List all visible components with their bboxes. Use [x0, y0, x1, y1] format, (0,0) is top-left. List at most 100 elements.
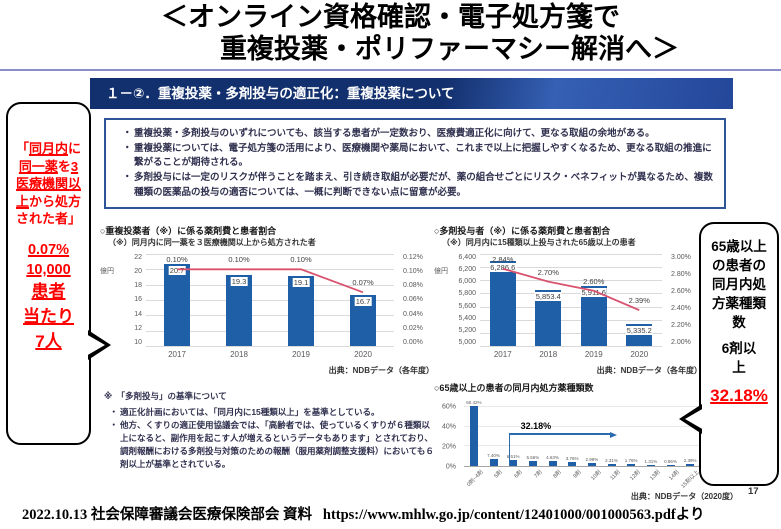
footer-url[interactable]: https://www.mhlw.go.jp/content/12401000/… [322, 507, 676, 523]
bar-value-label: 6.51% [506, 453, 520, 459]
x-tick: 9剤 [572, 469, 583, 480]
bar-value-label: 60.42% [466, 400, 482, 406]
notes-list: 適正化計画においては、「同月内に15種類以上」を基準としている。 他方、くすりの… [104, 406, 436, 472]
quote-text: から処方された者」 [15, 193, 82, 227]
bar [489, 458, 498, 466]
slide-header: １－②．重複投薬・多剤投与の適正化：重複投薬について [90, 78, 733, 109]
bar-value-label: 16.7 [354, 296, 372, 306]
callout-tail-fill [86, 334, 105, 356]
y-tick-left: 22 [134, 254, 142, 261]
note-item: 適正化計画においては、「同月内に15種類以上」を基準としている。 [118, 406, 436, 419]
y-tick-right: 2.00% [671, 339, 691, 346]
y-tick-right: 2.40% [671, 305, 691, 312]
chart-plot-area: 億円 22 20 18 16 14 12 10 20.7 19.3 19.1 16.7 0.10% 0… [100, 250, 434, 362]
x-tick: 2017 [493, 350, 512, 359]
right-axis: 0.12% 0.10% 0.08% 0.06% 0.04% 0.02% 0.00% [400, 254, 434, 346]
y-tick-left: 12 [134, 324, 142, 332]
bar-value-label: 1.76% [624, 458, 638, 464]
bar-value-label: 5,911.6 [580, 288, 607, 298]
gridline [146, 330, 394, 332]
quote-text: を [57, 158, 71, 174]
gridline [480, 254, 662, 255]
page-title-line2: 重複投薬・ポリファーマシー解消へ＞ [220, 34, 679, 65]
right-callout-stat: 32.18% [710, 385, 768, 405]
gridline [464, 425, 700, 427]
y-tick: 40% [441, 423, 456, 431]
y-tick-left: 6,200 [458, 266, 476, 274]
y-tick-right: 2.80% [671, 271, 691, 278]
bar-value-label: 7.40% [487, 452, 500, 458]
gridline [480, 293, 662, 295]
bar-value-label: 5.56% [526, 454, 540, 460]
bar [666, 465, 675, 466]
footer-spacer [316, 507, 320, 523]
notes-heading: ※ 「多剤投与」の基準について [104, 391, 227, 401]
x-tick: 13剤 [648, 469, 662, 482]
footer-source: 2022.10.13 社会保障審議会医療保険部会 資料 https://www.… [22, 503, 704, 524]
chart-title: ○多剤投与者（※）に係る薬剤費と患者割合 [434, 226, 611, 236]
bar-value-label: 1.31% [644, 458, 658, 464]
gridline [146, 254, 394, 255]
gridline [480, 280, 662, 282]
y-tick-left: 5,000 [458, 338, 476, 346]
note-item: 他方、くすりの適正使用協議会では、「高齢者では、使っているくすりが６種類以上にな… [118, 419, 436, 472]
stat-line: 患者 [31, 282, 66, 302]
page-title-line1: ＜オンライン資格確認・電子処方箋で [161, 2, 620, 32]
y-tick-left: 18 [134, 282, 142, 290]
y-tick-left: 16 [134, 296, 142, 304]
bar [607, 463, 616, 466]
arrowhead-icon [610, 431, 618, 438]
x-tick: 0剤~4剤 [465, 469, 485, 489]
gridline [480, 332, 662, 334]
stat-line: 0.07% [27, 241, 70, 258]
annotation-arrow-line [508, 433, 611, 436]
plot: 60.42% 0剤~4剤 7.40% 5剤 6.51% 6剤 5.56% 7剤 4.63% 8剤 3… [464, 397, 701, 490]
annotation-vertical-line [508, 434, 511, 466]
chart-prescription-type-count: ○65歳以上の患者の同月内処方薬種類数 60% 40% 20% 0% 60.42% 0剤… [434, 383, 738, 501]
chart-source: 出典：NDBデータ（2020度） [630, 492, 738, 501]
bar [646, 464, 655, 466]
trend-line [177, 268, 364, 294]
left-axis: 60% 40% 20% 0% [434, 397, 460, 471]
gridline [464, 405, 700, 407]
right-axis: 3.00% 2.80% 2.60% 2.40% 2.20% 2.00% [668, 254, 702, 346]
gridline [464, 445, 700, 447]
y-tick-right: 2.60% [671, 288, 691, 295]
line-value-label: 2.39% [628, 296, 650, 306]
bar-value-label: 20.7 [168, 265, 186, 275]
y-tick-right: 0.06% [403, 296, 423, 304]
bar [587, 463, 596, 466]
gridline [146, 284, 394, 286]
right-callout-sub: 6剤以上 [721, 341, 757, 375]
gridline [146, 346, 394, 347]
bar [568, 462, 577, 466]
y-axis-unit-label: 億円 [434, 268, 448, 275]
bar [164, 263, 190, 346]
quote-underlined: 同月内 [28, 141, 68, 156]
bar-value-label: 19.3 [230, 276, 248, 286]
gridline [480, 319, 662, 321]
y-tick-right: 0.10% [403, 268, 423, 276]
y-tick-left: 5,200 [458, 326, 476, 334]
y-tick-left: 5,800 [458, 290, 476, 298]
key-points-list: 重複投薬・多剤投与のいずれについても、該当する患者が一定数おり、医療費適正化に向… [116, 127, 714, 201]
bar [627, 464, 636, 466]
y-tick-right: 0.00% [403, 338, 423, 346]
quote-underlined: 3医療機関以上 [15, 158, 81, 209]
y-tick-right: 3.00% [671, 254, 691, 261]
quote-underlined: 同一薬 [18, 158, 58, 174]
line-value-label: 2.60% [583, 276, 605, 286]
page-title: ＜オンライン資格確認・電子処方箋で 重複投薬・ポリファーマシー解消へ＞ [0, 1, 781, 66]
x-tick: 15剤以上 [680, 469, 701, 490]
bar-value-label: 2.98% [585, 457, 599, 463]
gridline [480, 346, 662, 347]
slide-material: １－②．重複投薬・多剤投与の適正化：重複投薬について 重複投薬・多剤投与のいずれ… [90, 78, 738, 504]
y-tick: 60% [441, 403, 456, 411]
x-tick: 2020 [354, 350, 372, 359]
chart-title: ○65歳以上の患者の同月内処方薬種類数 [434, 383, 594, 393]
key-point: 重複投薬については、電子処方箋の活用により、医療機関や薬局において、これまで以上… [132, 142, 714, 171]
right-callout: 65歳以上の患者の同月内処方薬種類数 6剤以上 32.18% [679, 222, 779, 486]
x-tick: 11剤 [609, 469, 622, 482]
stat-line: 当たり [23, 306, 74, 326]
